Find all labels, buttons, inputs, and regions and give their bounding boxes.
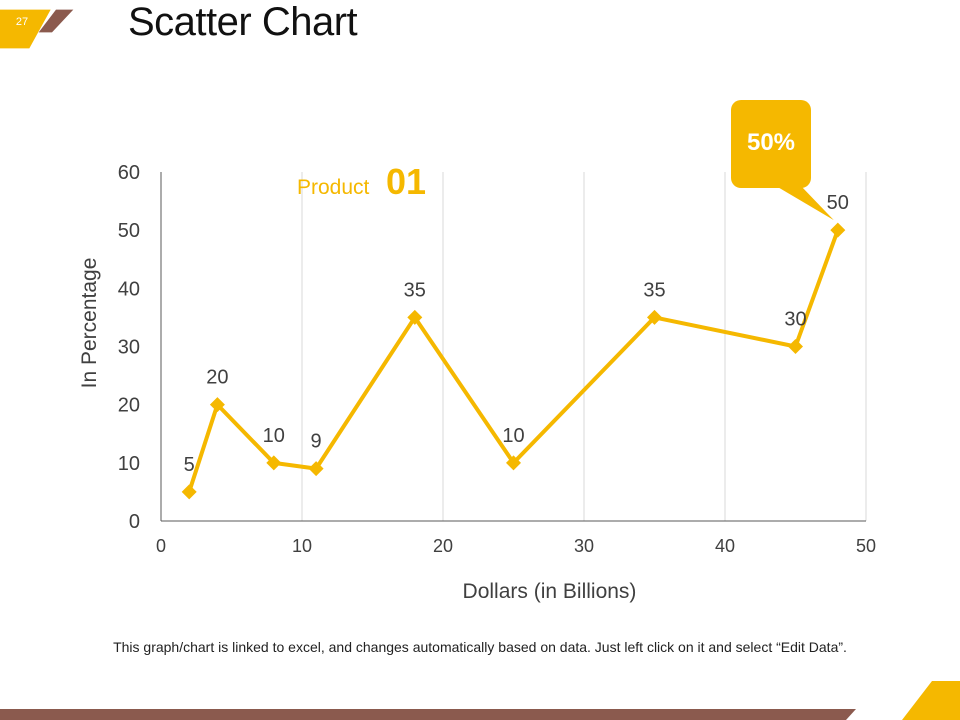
page-title: Scatter Chart — [128, 0, 358, 44]
y-tick-label: 20 — [118, 395, 140, 417]
x-tick-label: 0 — [156, 536, 166, 556]
callout-box — [731, 100, 811, 188]
x-tick-label: 10 — [292, 536, 312, 556]
data-label: 30 — [784, 309, 806, 331]
data-point-marker — [647, 309, 662, 325]
y-tick-label: 30 — [118, 337, 140, 359]
data-label: 10 — [502, 425, 524, 447]
x-tick-label: 50 — [856, 536, 876, 556]
x-axis-title: Dollars (in Billions) — [463, 580, 637, 603]
data-label: 35 — [404, 279, 426, 301]
data-label: 5 — [184, 454, 195, 476]
corner-decoration — [0, 9, 74, 49]
y-tick-label: 60 — [118, 162, 140, 184]
series-layer — [181, 222, 846, 500]
data-label: 9 — [311, 431, 322, 453]
y-tick-label: 40 — [118, 278, 140, 300]
y-tick-label: 0 — [129, 511, 140, 533]
legend: Product 01 — [297, 161, 426, 202]
legend-label-product: Product — [297, 176, 370, 199]
data-labels: 5 20 10 9 35 10 35 30 50 — [184, 192, 849, 476]
data-point-marker — [830, 222, 846, 238]
y-axis-title: In Percentage — [78, 258, 101, 389]
callout-text: 50% — [747, 129, 795, 156]
x-tick-label: 30 — [574, 536, 594, 556]
x-tick-label: 20 — [433, 536, 453, 556]
data-point-marker — [407, 309, 423, 325]
data-point-marker — [788, 339, 803, 354]
data-label: 20 — [206, 367, 228, 389]
footnote: This graph/chart is linked to excel, and… — [113, 639, 847, 655]
data-label: 10 — [263, 425, 285, 447]
callout: 50% — [731, 100, 834, 221]
axes — [160, 172, 866, 522]
data-label: 35 — [643, 279, 665, 301]
data-point-marker — [266, 455, 282, 471]
callout-pointer — [776, 186, 834, 221]
legend-label-number: 01 — [386, 161, 426, 202]
slide-number: 27 — [15, 16, 29, 28]
y-tick-label: 50 — [118, 220, 140, 242]
grid-lines — [301, 172, 867, 521]
y-tick-label: 10 — [118, 453, 140, 475]
data-point-marker — [506, 455, 521, 471]
data-point-marker — [181, 484, 197, 500]
x-tick-label: 40 — [715, 536, 735, 556]
data-point-marker — [308, 461, 324, 477]
data-label: 50 — [827, 192, 849, 214]
data-point-marker — [209, 397, 225, 413]
